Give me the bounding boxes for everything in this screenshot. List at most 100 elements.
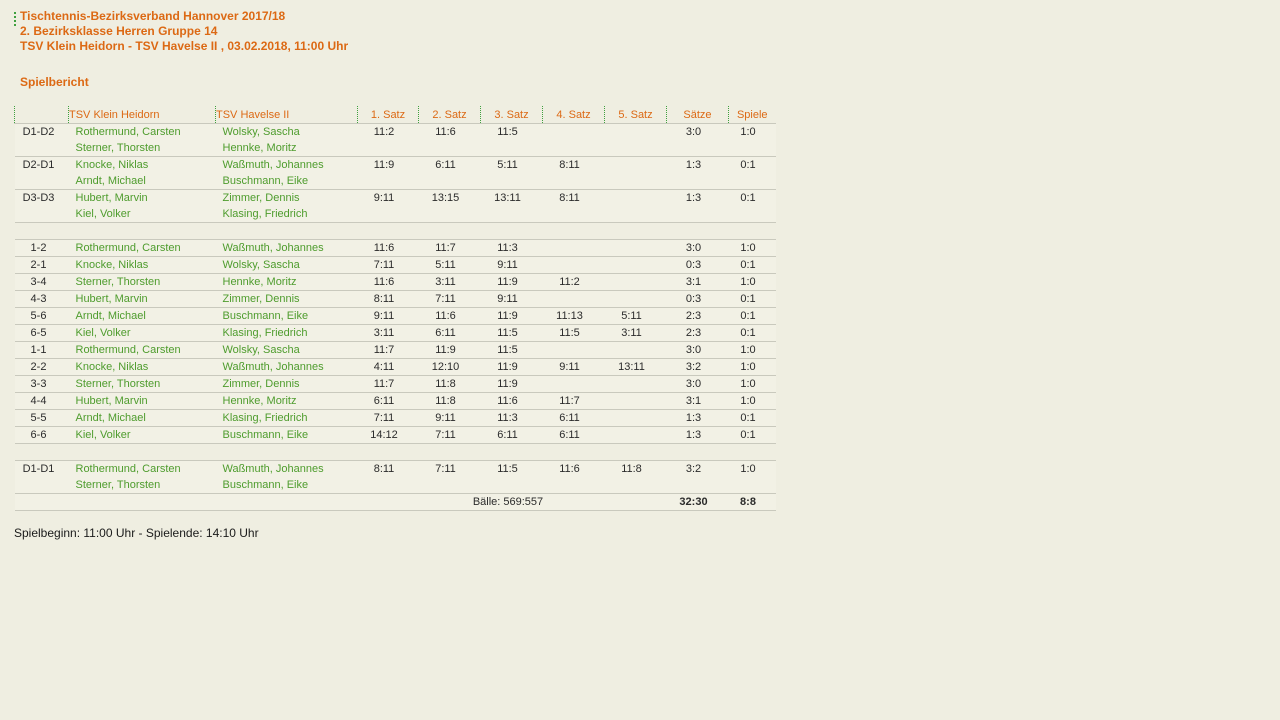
player-name: Zimmer, Dennis [222, 293, 300, 305]
match-times: Spielbeginn: 11:00 Uhr - Spielende: 14:1… [14, 526, 259, 540]
report-header: Tischtennis-Bezirksverband Hannover 2017… [20, 9, 348, 54]
table-row: 6-5 Kiel, Volker Klasing, Friedrich 3:11 6:1… [14, 324, 776, 342]
player-name: Wolsky, Sascha [222, 126, 300, 138]
set3-score: 11:5 [497, 344, 518, 356]
set4-score [543, 342, 605, 359]
player-name: Arndt, Michael [75, 175, 146, 187]
set1-score: 14:12 [370, 429, 398, 441]
table-row: D3-D3 Hubert, Marvin Kiel, Volker Zimmer, D… [14, 189, 776, 223]
sets-result: 3:2 [685, 361, 702, 373]
games-result: 0:1 [740, 429, 756, 441]
away-team-header: TSV Havelse II [215, 106, 358, 124]
set4-score: 11:6 [559, 463, 580, 475]
player-name: Klasing, Friedrich [222, 327, 308, 339]
home-players: Knocke, Niklas [69, 257, 216, 274]
home-players: Rothermund, Carsten [69, 342, 216, 359]
table-row: D1-D1 Rothermund, Carsten Sterner, Thorste… [14, 460, 776, 494]
games-result: 0:1 [740, 192, 756, 204]
set5-score [605, 157, 667, 190]
set4-score: 9:11 [559, 361, 580, 373]
player-name: Hubert, Marvin [75, 395, 148, 407]
home-players: Rothermund, Carsten Sterner, Thorsten [69, 124, 216, 157]
home-players: Arndt, Michael [69, 308, 216, 325]
set1-score: 9:11 [373, 192, 395, 204]
player-name: Arndt, Michael [75, 310, 146, 322]
table-row: 4-3 Hubert, Marvin Zimmer, Dennis 8:11 7:11 9… [14, 290, 776, 308]
set5-score: 5:11 [621, 310, 642, 322]
sets-result: 3:1 [685, 276, 702, 288]
away-players: Waßmuth, Johannes Buschmann, Eike [216, 157, 358, 190]
set4-score: 8:11 [559, 159, 580, 171]
player-name: Waßmuth, Johannes [222, 242, 324, 254]
set5-score [605, 240, 667, 257]
set1-header: 1. Satz [357, 106, 419, 124]
table-row: 3-4 Sterner, Thorsten Hennke, Moritz 11:6 3:… [14, 273, 776, 291]
match-number: 1-2 [30, 242, 47, 254]
totals-empty-home [69, 494, 216, 511]
player-name: Sterner, Thorsten [75, 142, 161, 154]
set2-score: 11:7 [435, 242, 456, 254]
games-result: 0:1 [740, 327, 756, 339]
table-row: 3-3 Sterner, Thorsten Zimmer, Dennis 11:7 11… [14, 375, 776, 393]
home-team-header: TSV Klein Heidorn [68, 106, 216, 124]
match-number: 3-3 [30, 378, 47, 390]
set2-score: 3:11 [435, 276, 456, 288]
match-number: 4-4 [30, 395, 47, 407]
player-name: Sterner, Thorsten [75, 378, 161, 390]
match-number: D3-D3 [22, 192, 55, 204]
match-number: D1-D1 [22, 463, 55, 475]
set5-score [605, 376, 667, 393]
set5-score [605, 342, 667, 359]
spacer-cell [15, 223, 776, 240]
set2-score: 11:6 [435, 126, 456, 138]
home-players: Sterner, Thorsten [69, 274, 216, 291]
home-players: Knocke, Niklas Arndt, Michael [69, 157, 216, 190]
set4-score [543, 376, 605, 393]
home-players: Kiel, Volker [69, 427, 216, 444]
set5-score [605, 393, 667, 410]
player-name: Hennke, Moritz [222, 276, 297, 288]
sets-result: 1:3 [685, 192, 702, 204]
set3-score: 11:9 [497, 276, 518, 288]
match-number: 1-1 [30, 344, 47, 356]
set3-header: 3. Satz [480, 106, 543, 124]
set5-score: 3:11 [621, 327, 642, 339]
set1-score: 4:11 [373, 361, 395, 373]
set3-score: 11:9 [497, 378, 518, 390]
sets-result: 3:0 [685, 242, 702, 254]
player-name: Waßmuth, Johannes [222, 463, 324, 475]
set1-score: 7:11 [373, 412, 395, 424]
match-number: 6-6 [30, 429, 47, 441]
set2-score: 6:11 [435, 159, 456, 171]
player-name: Wolsky, Sascha [222, 259, 300, 271]
player-name: Hennke, Moritz [222, 142, 297, 154]
set4-score: 8:11 [559, 192, 580, 204]
set1-score: 11:7 [373, 378, 395, 390]
table-header-row: TSV Klein Heidorn TSV Havelse II 1. Satz… [14, 106, 776, 124]
set1-score: 3:11 [373, 327, 395, 339]
player-name: Hubert, Marvin [75, 192, 148, 204]
totals-row: Bälle: 569:557 32:30 8:8 [14, 493, 776, 511]
away-players: Wolsky, Sascha Hennke, Moritz [216, 124, 358, 157]
set3-score: 11:3 [497, 242, 518, 254]
home-players: Knocke, Niklas [69, 359, 216, 376]
set5-score [605, 124, 667, 157]
set1-score: 8:11 [373, 463, 395, 475]
set5-score [605, 410, 667, 427]
match-number: 2-1 [30, 259, 47, 271]
saetze-header: Sätze [666, 106, 729, 124]
player-name: Hennke, Moritz [222, 395, 297, 407]
sets-result: 1:3 [685, 159, 702, 171]
player-name: Buschmann, Eike [222, 310, 309, 322]
set5-score [605, 190, 667, 223]
away-players: Waßmuth, Johannes [216, 359, 358, 376]
set3-score: 11:5 [497, 327, 518, 339]
set2-score: 12:10 [431, 361, 460, 373]
association-title: Tischtennis-Bezirksverband Hannover 2017… [20, 9, 286, 23]
player-name: Sterner, Thorsten [75, 479, 161, 491]
sets-result: 3:2 [685, 463, 702, 475]
match-number: 2-2 [30, 361, 47, 373]
match-number-header [14, 106, 69, 124]
set4-score: 6:11 [559, 429, 580, 441]
